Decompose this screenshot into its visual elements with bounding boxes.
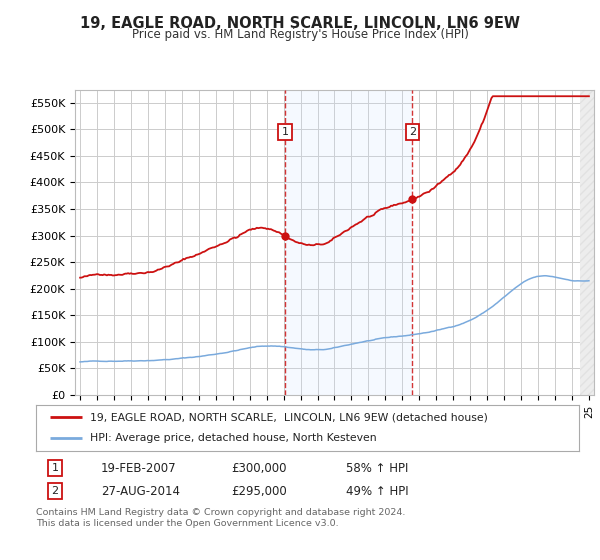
Bar — [580, 90, 596, 395]
Text: 27-AUG-2014: 27-AUG-2014 — [101, 484, 180, 498]
Text: 58% ↑ HPI: 58% ↑ HPI — [346, 461, 408, 475]
Text: 1: 1 — [52, 463, 59, 473]
Text: 49% ↑ HPI: 49% ↑ HPI — [346, 484, 408, 498]
Text: 2: 2 — [409, 127, 416, 137]
Bar — [580, 90, 596, 395]
Text: Contains HM Land Registry data © Crown copyright and database right 2024.
This d: Contains HM Land Registry data © Crown c… — [36, 508, 406, 528]
Text: 19-FEB-2007: 19-FEB-2007 — [101, 461, 177, 475]
Text: 1: 1 — [281, 127, 289, 137]
Text: £295,000: £295,000 — [232, 484, 287, 498]
Text: HPI: Average price, detached house, North Kesteven: HPI: Average price, detached house, Nort… — [91, 433, 377, 444]
Text: 2: 2 — [52, 486, 59, 496]
Text: 19, EAGLE ROAD, NORTH SCARLE, LINCOLN, LN6 9EW: 19, EAGLE ROAD, NORTH SCARLE, LINCOLN, L… — [80, 16, 520, 31]
Text: 19, EAGLE ROAD, NORTH SCARLE,  LINCOLN, LN6 9EW (detached house): 19, EAGLE ROAD, NORTH SCARLE, LINCOLN, L… — [91, 412, 488, 422]
Text: Price paid vs. HM Land Registry's House Price Index (HPI): Price paid vs. HM Land Registry's House … — [131, 28, 469, 41]
Text: £300,000: £300,000 — [232, 461, 287, 475]
Bar — [285, 90, 412, 395]
